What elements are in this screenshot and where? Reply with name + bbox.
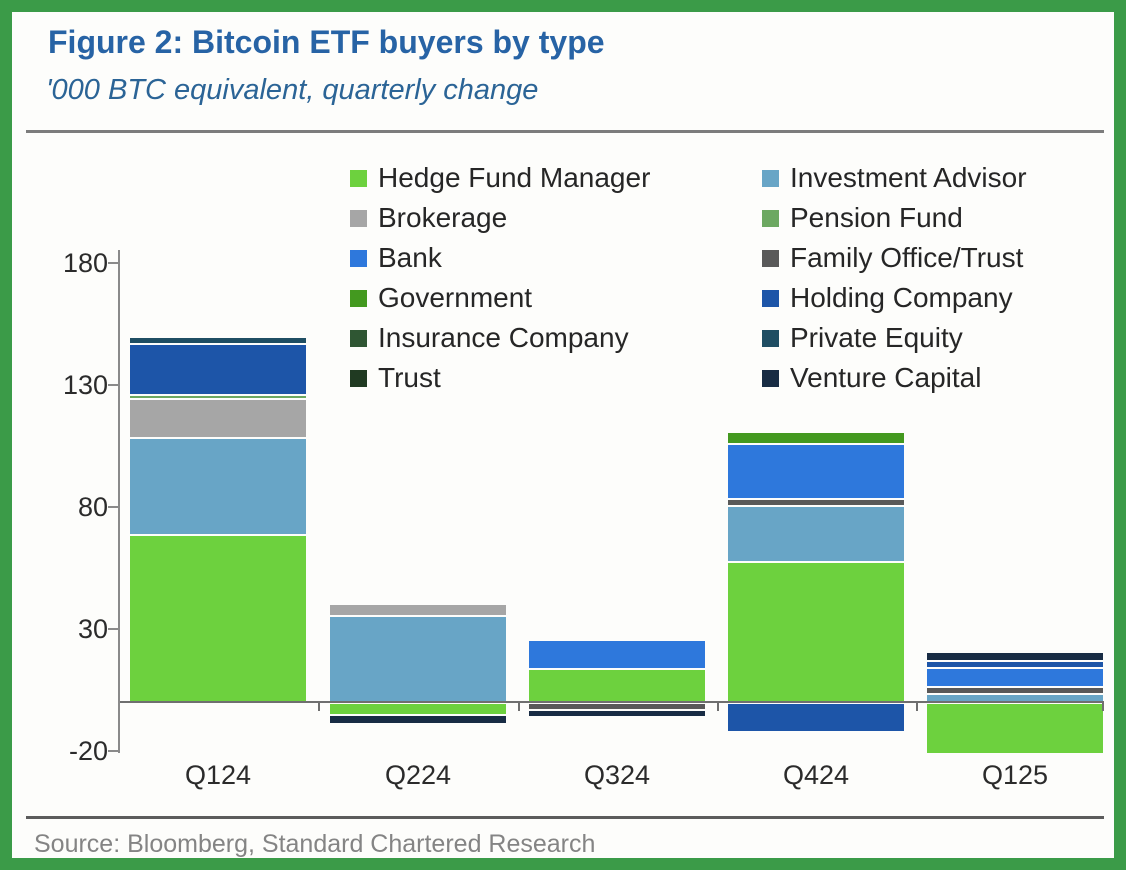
bar-segment-investment-advisor-Q424 [728, 507, 904, 561]
legend-item-investment-advisor: Investment Advisor [762, 158, 1027, 198]
legend-swatch-icon-government [350, 289, 367, 307]
bar-segment-investment-advisor-Q124 [130, 438, 306, 535]
bar-segment-investment-advisor-Q224 [330, 616, 506, 702]
legend-item-label: Venture Capital [790, 362, 982, 393]
source-note: Source: Bloomberg, Standard Chartered Re… [34, 830, 596, 858]
legend-swatch-icon-holding-company [762, 289, 779, 307]
legend-swatch-icon-brokerage [350, 209, 367, 227]
bar-segment-pension-fund-Q124 [130, 395, 306, 399]
bar-segment-bank-Q424 [728, 444, 904, 499]
y-tick-mark [108, 261, 119, 264]
legend-item-label: Family Office/Trust [790, 242, 1024, 273]
legend-item-label: Investment Advisor [790, 162, 1027, 193]
y-tick-label-80: 80 [77, 491, 108, 522]
bar-segment-hedge-fund-manager-Q324 [529, 670, 705, 702]
legend-item-insurance-company: Insurance Company [350, 318, 629, 358]
bar-segment-brokerage-Q124 [130, 400, 306, 437]
bar-segment-government-Q424 [728, 432, 904, 443]
legend-item-label: Holding Company [790, 282, 1013, 313]
y-tick-mark [108, 383, 119, 386]
legend-swatch-icon-family-office-trust [762, 249, 779, 267]
bar-segment-holding-company-Q125 [927, 661, 1103, 667]
y-tick-label-30: 30 [77, 613, 108, 644]
zero-tick [1102, 702, 1104, 711]
legend-item-label: Insurance Company [378, 322, 629, 353]
bar-segment-bank-Q324 [529, 641, 705, 669]
bar-segment-hedge-fund-manager-Q424 [728, 562, 904, 702]
y-tick-label--20: -20 [68, 735, 108, 766]
zero-tick [517, 702, 520, 711]
x-axis-label-Q424: Q424 [782, 760, 850, 790]
footer-divider [26, 816, 1104, 819]
zero-tick [318, 702, 320, 711]
bar-segment-venture-capital-Q224 [330, 715, 506, 724]
legend-swatch-icon-venture-capital [762, 369, 779, 387]
legend-item-private-equity: Private Equity [762, 318, 963, 358]
legend-item-family-office-trust: Family Office/Trust [762, 238, 1023, 278]
x-axis-label-Q125: Q125 [981, 760, 1049, 790]
legend-swatch-icon-pension-fund [762, 209, 779, 227]
legend-swatch-icon-investment-advisor [762, 169, 779, 187]
legend-item-government: Government [350, 278, 532, 318]
zero-axis-line [120, 701, 1104, 703]
bar-segment-family-office-trust-Q125 [927, 687, 1103, 693]
bar-segment-hedge-fund-manager-Q125 [927, 704, 1103, 753]
bar-segment-hedge-fund-manager-Q224 [330, 704, 506, 714]
y-tick-mark [108, 627, 119, 630]
figure-subtitle: '000 BTC equivalent, quarterly change [46, 74, 539, 106]
y-tick-mark [108, 505, 119, 508]
legend-item-brokerage: Brokerage [350, 198, 507, 238]
legend-swatch-icon-bank [350, 249, 367, 267]
bar-segment-holding-company-Q424 [728, 704, 904, 731]
bar-segment-investment-advisor-Q125 [927, 694, 1103, 702]
bar-segment-venture-capital-Q125 [927, 652, 1103, 660]
figure-title: Figure 2: Bitcoin ETF buyers by type [48, 24, 605, 60]
legend-swatch-icon-private-equity [762, 329, 779, 347]
legend-item-label: Bank [378, 242, 442, 273]
zero-tick [915, 702, 918, 711]
bar-segment-venture-capital-Q324 [529, 710, 705, 716]
legend-swatch-icon-trust [350, 369, 367, 387]
legend-swatch-icon-insurance-company [350, 329, 367, 347]
title-divider [26, 130, 1104, 133]
legend-item-hedge-fund-manager: Hedge Fund Manager [350, 158, 650, 198]
y-tick-mark [108, 749, 119, 752]
legend-item-label: Hedge Fund Manager [378, 162, 651, 193]
bar-segment-bank-Q125 [927, 668, 1103, 686]
bar-segment-family-office-trust-Q424 [728, 500, 904, 506]
bar-segment-hedge-fund-manager-Q124 [130, 536, 306, 702]
legend-item-venture-capital: Venture Capital [762, 358, 981, 398]
x-axis-label-Q324: Q324 [583, 760, 651, 790]
legend-item-label: Brokerage [378, 202, 508, 233]
legend-item-label: Trust [378, 362, 441, 393]
y-axis-line [118, 249, 120, 753]
y-tick-label-180: 180 [62, 247, 108, 278]
legend-item-trust: Trust [350, 358, 441, 398]
bar-segment-brokerage-Q224 [330, 604, 506, 615]
legend-item-label: Pension Fund [790, 202, 963, 233]
x-axis-label-Q124: Q124 [184, 760, 252, 790]
bar-segment-holding-company-Q124 [130, 345, 306, 394]
legend-item-label: Private Equity [790, 322, 963, 353]
bar-segment-family-office-trust-Q324 [529, 704, 705, 709]
legend-swatch-icon-hedge-fund-manager [350, 169, 367, 187]
legend-item-holding-company: Holding Company [762, 278, 1013, 318]
x-axis-label-Q224: Q224 [384, 760, 452, 790]
legend-item-bank: Bank [350, 238, 442, 278]
legend-item-pension-fund: Pension Fund [762, 198, 963, 238]
bar-segment-private-equity-Q124 [130, 338, 306, 344]
y-tick-label-130: 130 [62, 369, 108, 400]
legend-item-label: Government [378, 282, 533, 313]
zero-tick [716, 702, 719, 711]
